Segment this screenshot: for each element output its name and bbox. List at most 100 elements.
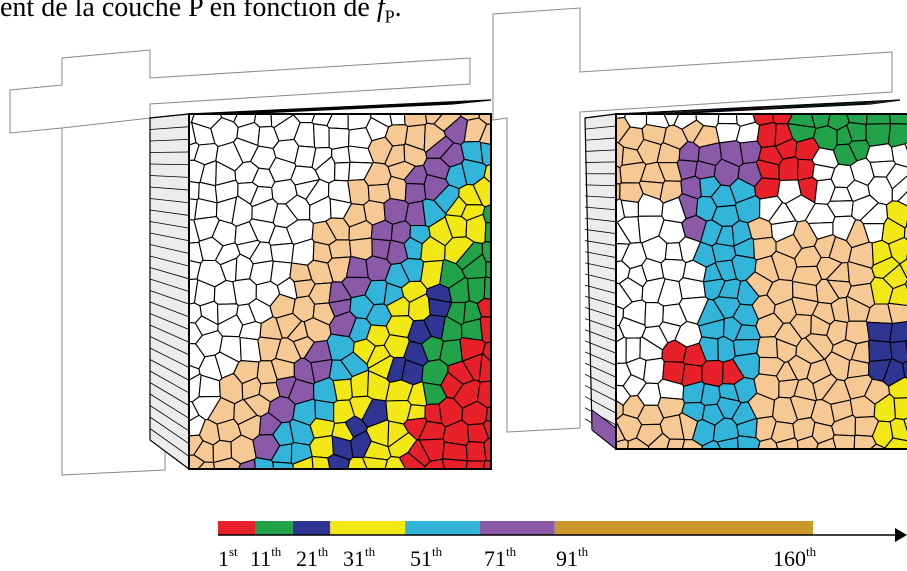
side-face-stripe xyxy=(149,163,190,166)
side-face-stripe xyxy=(584,262,617,270)
scale-tick-label: 21th xyxy=(296,544,329,571)
grain-cell xyxy=(736,435,761,449)
side-face-stripe xyxy=(149,313,190,330)
scale-tick-label: 71th xyxy=(484,544,517,571)
caption-text: ent de la couche P en fonction de xyxy=(0,0,377,23)
side-face-stripe xyxy=(584,273,617,282)
side-face-stripe xyxy=(149,198,190,204)
left-block xyxy=(149,99,492,471)
grain-cell xyxy=(627,437,650,449)
grain-cell xyxy=(796,435,819,449)
grain-cell xyxy=(424,114,444,125)
grain-cell xyxy=(482,419,491,440)
color-scale: 1st 11th 21th 31th 51th 71th 91th 160th xyxy=(218,521,907,571)
side-face-stripe xyxy=(149,393,190,419)
side-face-stripe xyxy=(584,137,617,141)
side-face-stripe xyxy=(149,186,190,191)
grain-cell xyxy=(327,453,351,469)
grain-cell xyxy=(483,276,491,300)
grain-cell xyxy=(787,114,816,129)
grain-cell xyxy=(478,352,491,383)
grain-cell xyxy=(645,114,670,129)
side-face-stripe xyxy=(149,416,190,444)
side-face-stripe xyxy=(149,278,190,292)
grain-cell xyxy=(869,443,886,449)
top-face-stripe xyxy=(260,108,300,114)
grain-cell xyxy=(345,255,369,279)
scale-tick-label: 31th xyxy=(343,544,376,571)
scale-tick-label: 1st xyxy=(218,544,238,571)
grain-cell xyxy=(681,439,703,449)
side-face-stripe xyxy=(584,161,617,163)
grain-cell xyxy=(902,360,907,379)
side-face-stripe xyxy=(584,373,617,390)
scale-tick-label: 51th xyxy=(410,544,443,571)
grain-cell xyxy=(331,145,351,164)
grain-cell xyxy=(442,441,468,462)
right-side-stripes xyxy=(584,125,617,450)
grain-cell xyxy=(482,341,491,363)
grain-cell xyxy=(889,321,907,344)
grain-cell xyxy=(481,241,491,263)
side-face-stripe xyxy=(584,385,617,402)
grain-cell xyxy=(347,456,368,469)
side-face-stripe xyxy=(584,217,617,223)
grain-cell xyxy=(465,460,486,469)
side-face-stripe xyxy=(149,255,190,267)
grain-cell xyxy=(865,143,895,163)
grain-cell xyxy=(476,297,491,318)
grain-cell xyxy=(189,278,199,305)
grain-cell xyxy=(778,156,799,182)
scale-segment xyxy=(330,521,406,535)
side-face-stripe xyxy=(584,362,617,378)
grain-cell xyxy=(903,417,907,432)
grain-cell xyxy=(844,320,870,345)
grain-cell xyxy=(735,114,756,127)
top-face-grain xyxy=(441,99,492,105)
side-face-stripe xyxy=(584,351,617,366)
grain-cell xyxy=(866,321,893,343)
grain-cell xyxy=(312,123,330,149)
right-block-front-face xyxy=(615,113,907,450)
grain-cell xyxy=(398,451,426,469)
grain-cell xyxy=(328,239,352,259)
grain-cell xyxy=(441,458,469,469)
grain-cell xyxy=(479,316,491,344)
caption-trailing: . xyxy=(394,0,402,23)
grain-cell xyxy=(716,437,739,449)
top-face-grain xyxy=(859,99,901,105)
scale-segment xyxy=(292,521,331,535)
grain-cell xyxy=(384,455,407,469)
top-face-stripe xyxy=(351,104,391,110)
grain-cell xyxy=(483,459,491,469)
scale-segment xyxy=(218,521,256,535)
side-face-stripe xyxy=(149,336,190,356)
grain-cell xyxy=(476,380,491,409)
grain-cell xyxy=(478,114,491,125)
top-face-stripe xyxy=(250,108,290,114)
side-face-stripe xyxy=(149,347,190,368)
side-face-stripe xyxy=(584,184,617,187)
top-face-stripe xyxy=(341,104,381,110)
scale-segment xyxy=(479,521,555,535)
grain-cell xyxy=(827,114,850,131)
side-face-stripe xyxy=(584,125,617,130)
grain-cell xyxy=(756,336,779,359)
grain-cell xyxy=(212,457,242,469)
side-face-stripe xyxy=(149,209,190,216)
grain-cell xyxy=(643,357,665,385)
grain-cell xyxy=(616,116,631,144)
side-face-stripe xyxy=(584,251,617,258)
side-face-stripe xyxy=(149,382,190,406)
side-face-stripe xyxy=(149,267,190,280)
scale-segment xyxy=(255,521,293,535)
side-face-stripe xyxy=(584,149,617,152)
side-face-stripe xyxy=(149,232,190,242)
grain-cell xyxy=(756,121,777,149)
grain-cell xyxy=(309,435,335,459)
left-side-stripes xyxy=(149,126,190,457)
caption-subscript: P xyxy=(384,6,395,27)
grain-cell xyxy=(701,359,724,388)
side-face-stripe xyxy=(584,318,617,330)
